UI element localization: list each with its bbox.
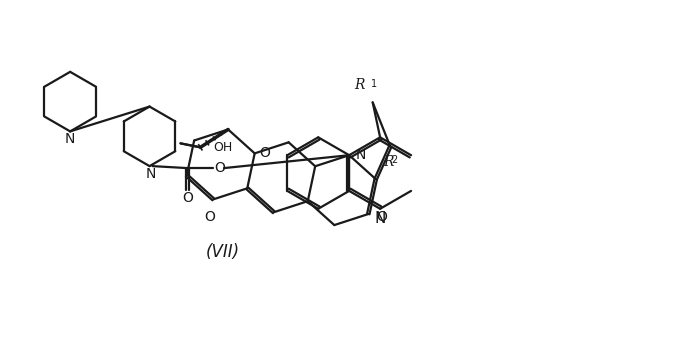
Text: N: N <box>145 167 156 181</box>
Text: (VII): (VII) <box>206 243 240 261</box>
Text: R: R <box>384 155 394 169</box>
Text: R: R <box>355 78 365 92</box>
Text: OH: OH <box>214 142 233 155</box>
Text: O: O <box>376 210 387 224</box>
Text: O: O <box>181 191 193 205</box>
Text: N: N <box>374 211 386 226</box>
Text: 1: 1 <box>371 78 377 88</box>
Text: N: N <box>356 148 366 162</box>
Text: O: O <box>260 146 271 160</box>
Text: N: N <box>65 132 75 146</box>
Text: O: O <box>214 161 225 175</box>
Text: O: O <box>204 210 215 224</box>
Text: 2: 2 <box>392 155 398 165</box>
